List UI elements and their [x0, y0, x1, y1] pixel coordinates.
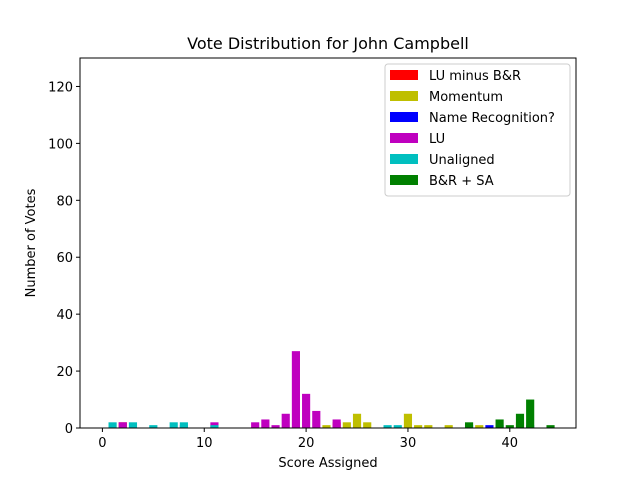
- bar-4-x7: [169, 422, 178, 428]
- bar-1-x26: [363, 422, 372, 428]
- bar-3-x21: [312, 410, 321, 428]
- bar-3-x16: [261, 419, 270, 428]
- bar-3-x23: [332, 419, 341, 428]
- legend-label-5: B&R + SA: [429, 174, 494, 189]
- bar-4-x1: [108, 422, 117, 428]
- bar-4-x28: [383, 425, 392, 428]
- bar-4-x3: [128, 422, 138, 428]
- x-tick-label-40: 40: [502, 436, 519, 451]
- bar-5-x41: [515, 413, 525, 428]
- bar-1-x30: [403, 413, 413, 428]
- bar-1-x34: [444, 425, 453, 428]
- x-tick-label-10: 10: [196, 436, 213, 451]
- y-tick-label-40: 40: [56, 308, 73, 323]
- legend-swatch-2: [390, 112, 418, 122]
- bar-5-x44: [546, 425, 555, 428]
- legend-label-4: Unaligned: [429, 153, 495, 168]
- x-tick-label-0: 0: [98, 436, 106, 451]
- bar-1-x32: [424, 425, 433, 428]
- y-axis-ticks: 0 20 40 60 80 100 120: [48, 80, 80, 437]
- y-tick-label-80: 80: [56, 194, 73, 209]
- bar-4-x29: [393, 425, 402, 428]
- x-tick-label-20: 20: [298, 436, 315, 451]
- bar-3-x15: [251, 422, 260, 428]
- legend-label-1: Momentum: [429, 90, 503, 105]
- bar-5-x39: [495, 419, 504, 428]
- x-axis-label: Score Assigned: [278, 456, 377, 471]
- legend-label-2: Name Recognition?: [429, 111, 555, 126]
- legend-label-3: LU: [429, 132, 445, 147]
- y-tick-label-120: 120: [48, 80, 73, 95]
- legend-swatch-0: [390, 70, 418, 80]
- bar-3-x19: [291, 351, 300, 428]
- chart-title: Vote Distribution for John Campbell: [187, 34, 469, 53]
- y-tick-label-100: 100: [48, 137, 73, 152]
- bar-4-x8: [179, 422, 188, 428]
- bar-1-x25: [352, 413, 362, 428]
- bar-5-x40: [505, 425, 514, 428]
- x-axis-ticks: 0 10 20 30 40: [98, 428, 518, 451]
- bar-5-x36: [464, 422, 474, 428]
- bar-5-x42: [526, 399, 535, 428]
- bar-3-x2: [118, 422, 127, 428]
- legend-swatch-4: [390, 154, 418, 164]
- legend-swatch-3: [390, 133, 418, 143]
- legend-swatch-1: [390, 91, 418, 101]
- plot-frame: [79, 57, 577, 429]
- bar-1-x37: [475, 425, 484, 428]
- x-tick-label-30: 30: [400, 436, 417, 451]
- y-axis-label: Number of Votes: [24, 188, 39, 297]
- y-tick-label-20: 20: [56, 365, 73, 380]
- bar-1-x22: [322, 425, 331, 428]
- y-tick-label-60: 60: [56, 251, 73, 266]
- bar-1-x24: [342, 422, 351, 428]
- bar-4-x5: [149, 425, 158, 428]
- bar-3-x18: [281, 413, 290, 428]
- y-tick-label-0: 0: [65, 422, 73, 437]
- bar-1-x31: [414, 425, 423, 428]
- legend-label-0: LU minus B&R: [429, 69, 521, 84]
- bar-3-x20: [302, 393, 311, 428]
- legend: LU minus B&R Momentum Name Recognition? LU U…: [384, 63, 571, 197]
- legend-swatch-5: [390, 175, 418, 185]
- bar-2-x38: [485, 425, 494, 428]
- legend-box: [384, 63, 571, 197]
- bar-4-x11: [210, 425, 219, 428]
- bars-layer: [108, 351, 555, 428]
- bar-3-x17: [271, 425, 280, 428]
